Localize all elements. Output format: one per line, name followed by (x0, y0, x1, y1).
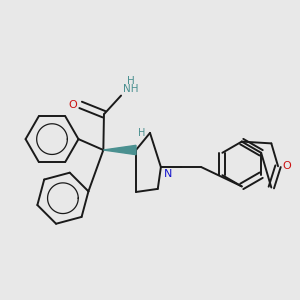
Polygon shape (103, 145, 136, 155)
Text: H: H (138, 128, 145, 138)
Text: O: O (68, 100, 77, 110)
Text: H: H (127, 76, 135, 86)
Text: O: O (283, 161, 292, 171)
Text: NH: NH (123, 84, 138, 94)
Text: N: N (164, 169, 172, 179)
